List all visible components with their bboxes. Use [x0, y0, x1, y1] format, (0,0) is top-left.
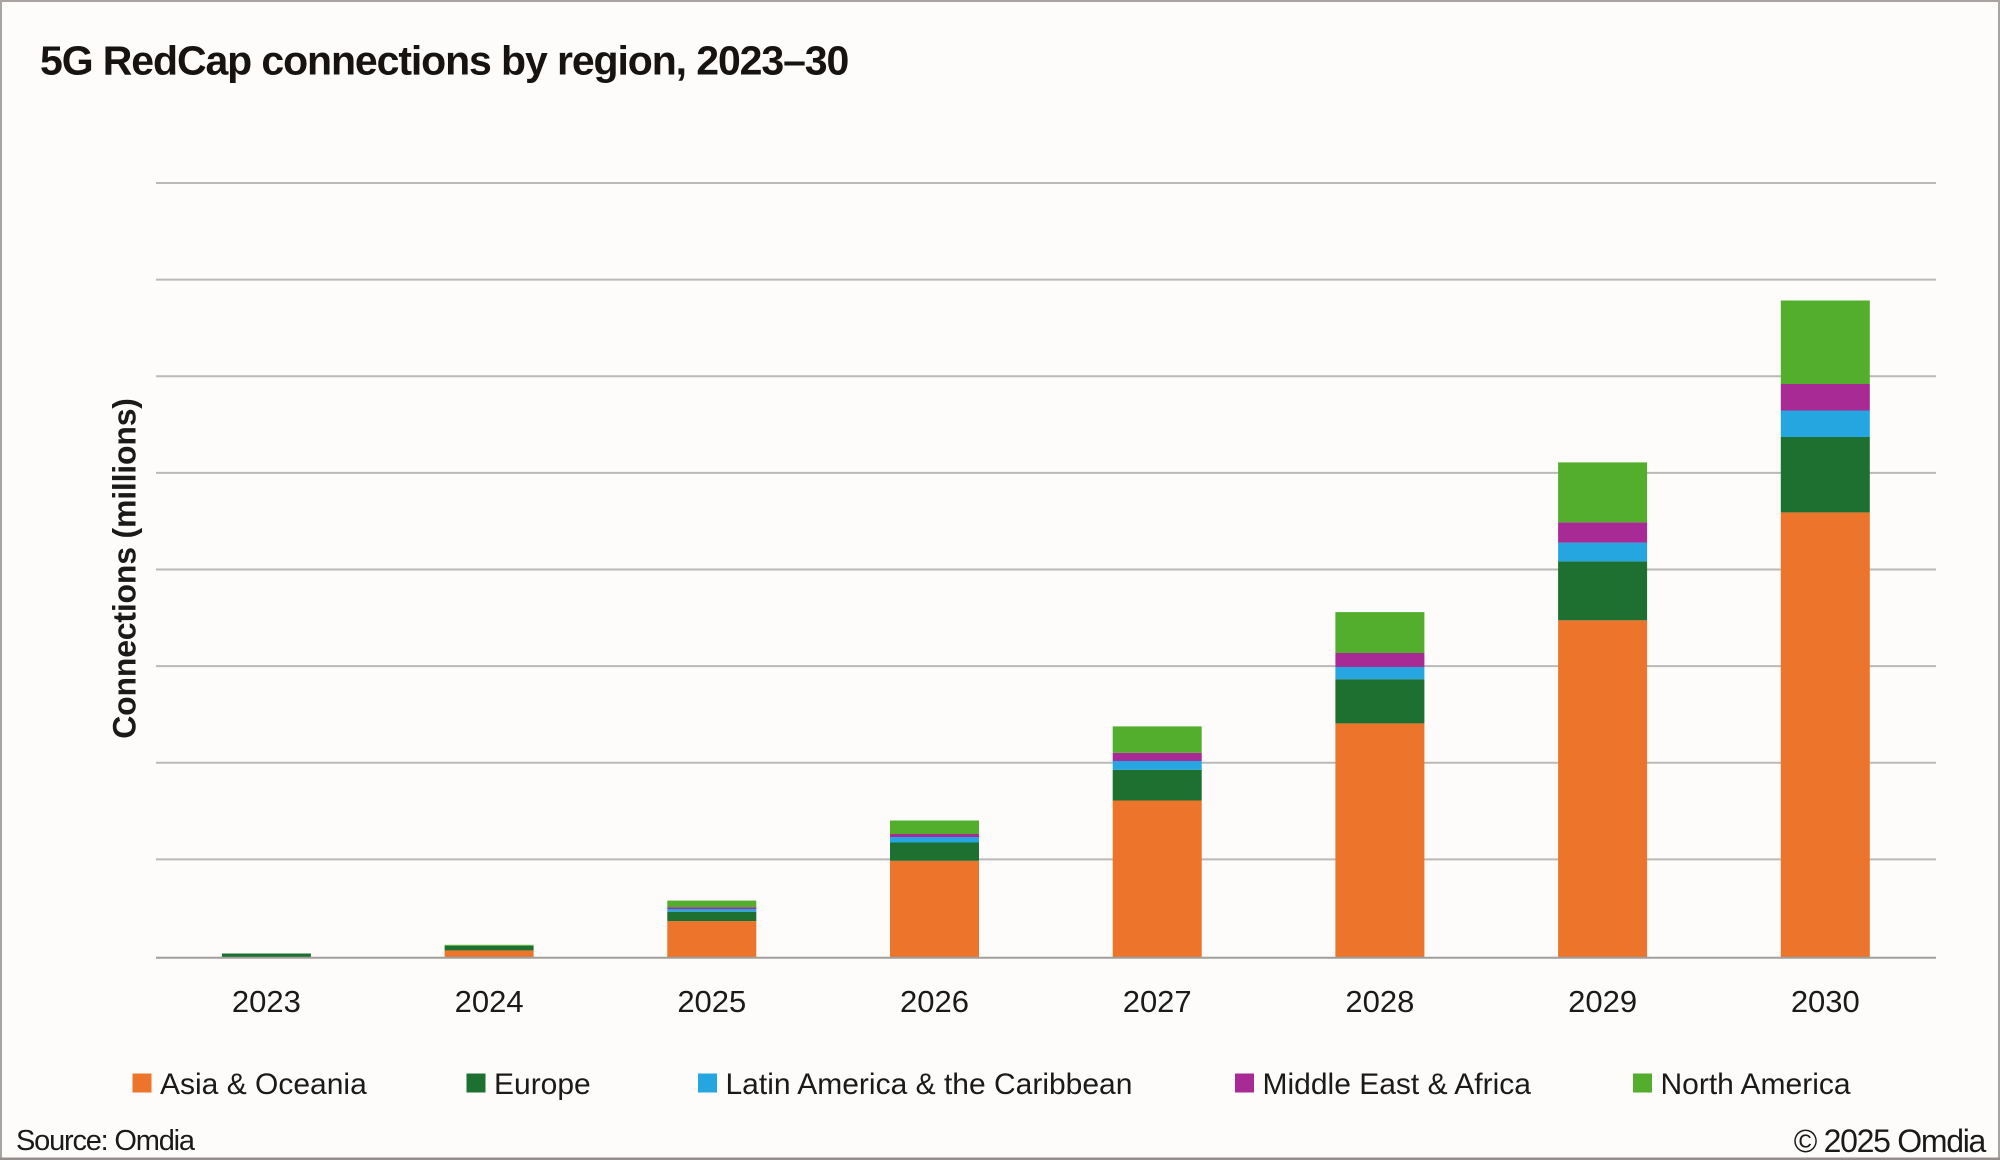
svg-text:Middle East & Africa: Middle East & Africa	[1263, 1068, 1532, 1101]
svg-text:2029: 2029	[1568, 984, 1637, 1019]
svg-text:Europe: Europe	[494, 1068, 591, 1101]
svg-text:Asia & Oceania: Asia & Oceania	[160, 1068, 367, 1101]
svg-text:2026: 2026	[900, 984, 969, 1019]
svg-text:Connections (millions): Connections (millions)	[107, 398, 143, 739]
svg-text:2030: 2030	[1791, 984, 1860, 1019]
svg-text:North America: North America	[1661, 1068, 1851, 1101]
svg-text:2027: 2027	[1123, 984, 1192, 1019]
svg-text:Latin America & the Caribbean: Latin America & the Caribbean	[726, 1068, 1133, 1101]
svg-text:2023: 2023	[232, 984, 301, 1019]
svg-text:2025: 2025	[677, 984, 746, 1019]
svg-text:2028: 2028	[1345, 984, 1414, 1019]
svg-text:© 2025 Omdia: © 2025 Omdia	[1794, 1123, 1987, 1159]
svg-text:2024: 2024	[455, 984, 524, 1019]
svg-text:Source: Omdia: Source: Omdia	[16, 1125, 196, 1157]
svg-text:5G RedCap connections by regio: 5G RedCap connections by region, 2023–30	[40, 38, 848, 84]
